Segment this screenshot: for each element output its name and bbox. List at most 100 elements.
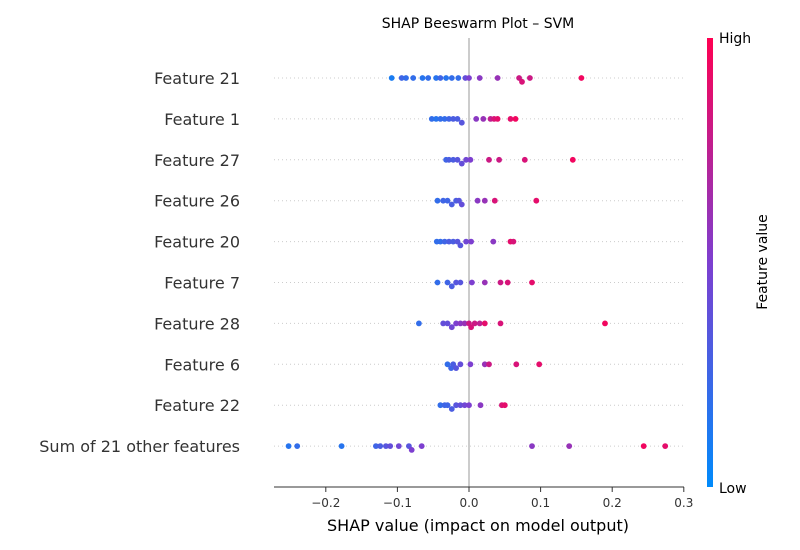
- data-point: [496, 156, 502, 163]
- data-point: [468, 238, 474, 245]
- data-point: [440, 320, 447, 327]
- x-tick-label: 0.3: [674, 496, 693, 510]
- data-point: [433, 116, 439, 122]
- feature-labels: Feature 21 Feature 1 Feature 27 Feature 26 F…: [39, 69, 240, 456]
- data-point: [497, 320, 504, 327]
- data-point: [461, 402, 468, 409]
- feature-label: Feature 26: [154, 192, 240, 211]
- data-point: [437, 75, 444, 81]
- data-point: [507, 116, 514, 122]
- data-point: [457, 402, 464, 409]
- data-point: [338, 443, 345, 449]
- data-point: [294, 443, 301, 449]
- data-point: [458, 201, 465, 208]
- x-tick-label: 0.1: [531, 496, 550, 510]
- data-point: [450, 116, 457, 122]
- data-point: [444, 279, 451, 286]
- data-point: [448, 201, 455, 208]
- data-point: [453, 320, 459, 327]
- data-point: [387, 443, 394, 449]
- colorbar-title: Feature value: [755, 214, 771, 310]
- data-point: [662, 443, 669, 449]
- data-point: [512, 116, 519, 122]
- data-point: [434, 197, 441, 204]
- data-point: [454, 156, 461, 163]
- data-point: [448, 75, 455, 81]
- data-point: [481, 320, 488, 327]
- data-point: [494, 116, 501, 122]
- data-point: [444, 197, 451, 204]
- data-point: [383, 443, 389, 449]
- data-point: [428, 116, 435, 122]
- data-point: [444, 320, 451, 327]
- data-points: [285, 75, 669, 453]
- data-point: [463, 156, 469, 163]
- data-point: [501, 402, 508, 409]
- data-point: [473, 116, 480, 122]
- data-point: [377, 443, 384, 449]
- colorbar-low-label: Low: [719, 481, 747, 497]
- data-point: [457, 279, 464, 286]
- data-point: [418, 443, 425, 449]
- data-point: [467, 361, 474, 368]
- data-point: [477, 402, 484, 409]
- data-point: [510, 238, 517, 245]
- data-point: [437, 402, 444, 409]
- data-point: [437, 238, 444, 245]
- data-point: [527, 75, 533, 81]
- data-point: [455, 75, 462, 81]
- data-point: [519, 78, 525, 85]
- data-point: [513, 361, 520, 368]
- data-point: [448, 324, 455, 331]
- data-point: [453, 365, 459, 371]
- data-point: [457, 242, 464, 249]
- data-point: [521, 156, 528, 163]
- data-point: [467, 156, 474, 163]
- colorbar: [707, 38, 713, 487]
- data-point: [480, 116, 487, 122]
- data-point: [494, 75, 501, 81]
- data-point: [395, 443, 402, 449]
- data-point: [446, 156, 452, 163]
- data-point: [373, 443, 379, 449]
- data-point: [410, 75, 417, 81]
- data-point: [481, 197, 488, 204]
- feature-label: Sum of 21 other features: [39, 437, 240, 456]
- data-point: [458, 119, 465, 126]
- data-point: [486, 361, 492, 368]
- data-point: [466, 75, 472, 81]
- data-point: [441, 238, 448, 245]
- data-point: [450, 156, 457, 163]
- data-point: [416, 320, 422, 327]
- data-point: [450, 238, 457, 245]
- data-point: [569, 156, 576, 163]
- data-point: [640, 443, 647, 449]
- data-point: [476, 320, 483, 327]
- data-point: [448, 283, 455, 290]
- feature-label: Feature 20: [154, 233, 240, 252]
- data-point: [481, 279, 488, 286]
- data-point: [454, 116, 461, 122]
- x-axis-label: SHAP value (impact on model output): [327, 516, 629, 535]
- data-point: [457, 320, 464, 327]
- data-point: [453, 279, 459, 286]
- data-point: [566, 443, 573, 449]
- row-gridlines: [274, 77, 684, 447]
- colorbar-high-label: High: [719, 31, 751, 47]
- data-point: [536, 361, 543, 368]
- feature-label: Feature 22: [154, 396, 240, 415]
- data-point: [448, 406, 455, 412]
- data-point: [466, 402, 472, 409]
- feature-label: Feature 1: [164, 110, 240, 129]
- feature-label: Feature 7: [164, 274, 240, 293]
- data-point: [441, 116, 448, 122]
- x-tick-label: −0.2: [311, 496, 340, 510]
- data-point: [443, 75, 449, 81]
- data-point: [444, 402, 451, 409]
- data-point: [440, 197, 447, 204]
- data-point: [491, 197, 498, 204]
- data-point: [446, 116, 452, 122]
- feature-label: Feature 28: [154, 314, 240, 333]
